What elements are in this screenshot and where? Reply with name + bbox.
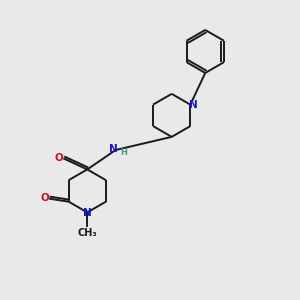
- Text: CH₃: CH₃: [77, 228, 97, 238]
- Text: N: N: [189, 100, 198, 110]
- Text: O: O: [40, 193, 49, 203]
- Text: N: N: [109, 144, 118, 154]
- Text: N: N: [83, 208, 92, 218]
- Text: H: H: [120, 148, 127, 158]
- Text: O: O: [55, 153, 63, 163]
